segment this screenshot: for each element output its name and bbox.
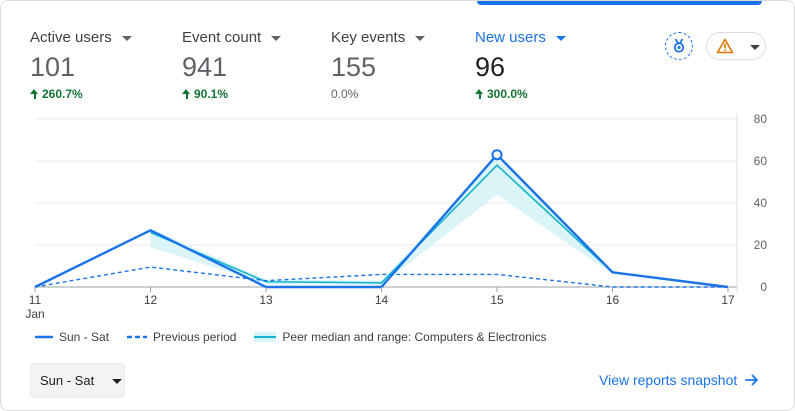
peer-range-band — [150, 156, 613, 285]
peer-median-line — [150, 164, 614, 284]
dashed-line-swatch-icon — [127, 335, 148, 339]
chevron-down-icon — [271, 36, 282, 41]
highlight-point[interactable] — [491, 149, 503, 161]
metric-label: New users — [475, 29, 566, 46]
y-tick-label: 40 — [754, 196, 768, 210]
x-tick-sublabel: Jan — [25, 307, 44, 321]
chevron-down-icon — [121, 36, 132, 41]
insights-badge-icon — [673, 38, 685, 53]
metric-value: 155 — [331, 52, 377, 82]
x-tick-label: 13 — [259, 293, 273, 307]
legend-item-peer[interactable]: Peer median and range: Computers & Elect… — [254, 330, 547, 344]
chart-gridlines — [35, 113, 738, 293]
metric-key-events[interactable]: Key events 155 0.0% — [331, 29, 426, 101]
chevron-down-icon — [555, 36, 566, 41]
metric-change: 90.1% — [182, 87, 281, 101]
x-tick-label: 16 — [606, 293, 620, 307]
metric-value: 101 — [30, 52, 76, 82]
y-tick-label: 20 — [754, 238, 768, 252]
current-period-line — [34, 153, 729, 289]
y-tick-label: 80 — [754, 112, 768, 126]
alerts-dropdown[interactable] — [706, 32, 766, 60]
x-tick-label: 17 — [721, 293, 735, 307]
y-axis-ticks: 0 20 40 60 80 — [754, 112, 768, 294]
x-tick-label: 15 — [490, 293, 504, 307]
y-tick-label: 0 — [760, 280, 767, 294]
band-swatch-icon — [254, 332, 277, 342]
metric-label: Active users — [30, 29, 132, 46]
date-range-dropdown[interactable]: Sun - Sat — [30, 363, 125, 398]
metric-change: 260.7% — [30, 87, 132, 101]
metric-new-users[interactable]: New users 96 300.0% — [475, 29, 566, 101]
arrow-up-icon — [30, 89, 39, 99]
x-tick-label: 12 — [144, 293, 158, 307]
metric-change: 300.0% — [475, 87, 566, 101]
chart-series — [34, 149, 729, 289]
legend-item-previous[interactable]: Previous period — [127, 330, 236, 344]
peer-range-area — [150, 156, 613, 285]
metric-value: 941 — [182, 52, 228, 82]
x-axis-ticks: 11 12 13 14 15 16 17 Jan — [25, 287, 735, 321]
arrow-up-icon — [182, 89, 191, 99]
chevron-down-icon — [415, 36, 426, 41]
arrow-right-icon — [745, 374, 759, 386]
legend-item-current[interactable]: Sun - Sat — [35, 330, 109, 344]
chevron-down-icon — [112, 378, 123, 384]
y-tick-label: 60 — [754, 154, 768, 168]
warning-triangle-icon — [716, 38, 734, 54]
chevron-down-icon — [750, 44, 760, 50]
metric-label: Key events — [331, 29, 426, 46]
metric-active-users[interactable]: Active users 101 260.7% — [30, 29, 132, 101]
insights-button[interactable] — [665, 32, 693, 60]
solid-line-swatch-icon — [35, 335, 53, 339]
arrow-up-icon — [475, 89, 484, 99]
new-users-line-chart: 0 20 40 60 80 11 12 13 14 15 16 17 Jan — [25, 112, 768, 321]
view-reports-snapshot-link[interactable]: View reports snapshot — [599, 372, 759, 388]
metric-value: 96 — [475, 52, 506, 82]
x-tick-label: 11 — [29, 293, 42, 307]
metric-event-count[interactable]: Event count 941 90.1% — [182, 29, 282, 101]
x-tick-label: 14 — [375, 293, 389, 307]
chart-legend: Sun - Sat Previous period Peer median an… — [35, 330, 547, 344]
metric-change: 0.0% — [331, 87, 359, 101]
selected-metric-indicator — [477, 1, 762, 5]
metric-label: Event count — [182, 29, 282, 46]
